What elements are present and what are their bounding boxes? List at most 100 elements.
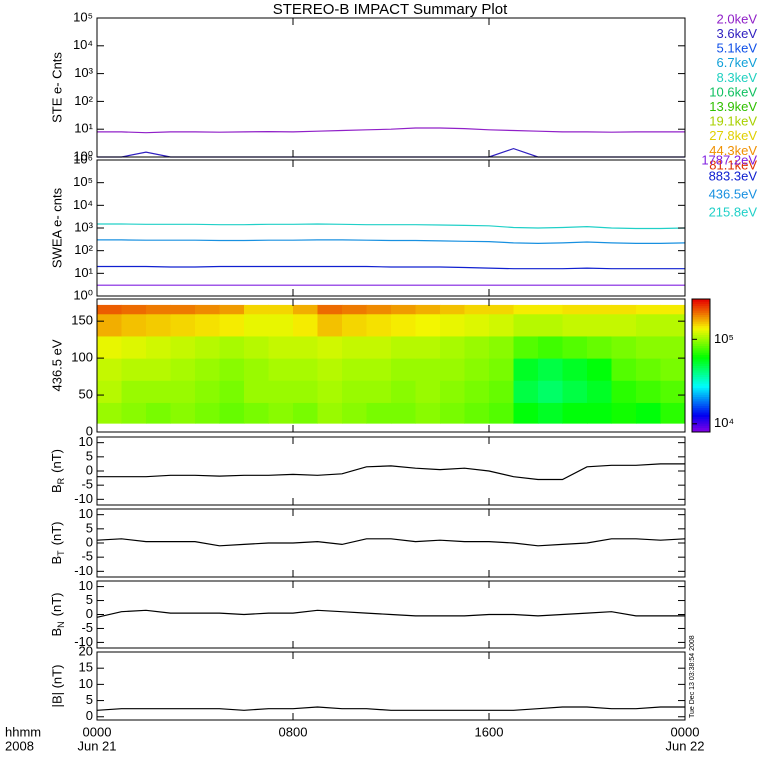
- heatmap-cell: [440, 402, 465, 424]
- heatmap-cell: [293, 335, 318, 359]
- colorbar-step: [692, 403, 710, 406]
- y-axis-label: 436.5 eV: [49, 339, 64, 391]
- colorbar-step: [692, 303, 710, 307]
- y-tick-label: 10: [79, 676, 93, 691]
- heatmap-cell: [317, 358, 343, 381]
- y-tick-label: 10¹: [74, 265, 93, 280]
- colorbar-step: [692, 358, 710, 362]
- data-line: [96, 706, 685, 711]
- heatmap-cell: [587, 402, 612, 424]
- heatmap-cell: [538, 335, 563, 359]
- heatmap-cell: [415, 380, 441, 403]
- colorbar-step: [692, 336, 710, 340]
- heatmap-cell: [268, 304, 294, 315]
- y-tick-label: 10⁵: [73, 174, 93, 189]
- legend-entry: 2.0keV: [717, 11, 758, 26]
- y-axis-label: STE e- Cnts: [49, 52, 64, 123]
- heatmap-cell: [440, 358, 465, 381]
- colorbar-step: [692, 367, 710, 371]
- heatmap-cell: [440, 335, 465, 359]
- heatmap-cell: [293, 380, 318, 403]
- y-tick-label: 100: [71, 350, 93, 365]
- heatmap-cell: [293, 358, 318, 381]
- heatmap-cell: [611, 313, 637, 337]
- legend-entry: 19.1keV: [709, 114, 757, 129]
- legend-entry: 27.8keV: [709, 128, 757, 143]
- heatmap-cell: [244, 304, 269, 315]
- legend-entry: 81.1keV: [709, 157, 757, 172]
- heatmap-cell: [538, 380, 563, 403]
- colorbar-step: [692, 307, 710, 311]
- heatmap-cell: [121, 358, 147, 381]
- y-tick-label: -5: [81, 620, 93, 635]
- data-line: [97, 223, 686, 230]
- y-tick-label: 10³: [74, 219, 93, 234]
- heatmap-cell: [244, 335, 269, 359]
- legend-entry: 6.7keV: [717, 55, 758, 70]
- y-tick-label: 10: [79, 506, 93, 521]
- colorbar-step: [692, 347, 710, 351]
- colorbar-step: [692, 343, 710, 347]
- colorbar-tick-label: 10⁵: [714, 331, 734, 346]
- y-tick-label: 10: [79, 578, 93, 593]
- y-axis-label-sub: R: [56, 477, 66, 484]
- heatmap-cell: [195, 380, 220, 403]
- heatmap-cell: [293, 402, 318, 424]
- colorbar-step: [692, 378, 710, 382]
- heatmap-cell: [464, 380, 490, 403]
- colorbar-step: [692, 299, 710, 302]
- y-tick-label: 5: [86, 692, 93, 707]
- y-tick-label: 0: [86, 423, 93, 438]
- heatmap-cell: [317, 402, 343, 424]
- legend-entry: 13.9keV: [709, 99, 757, 114]
- panel-frame: [96, 651, 686, 721]
- colorbar-step: [692, 338, 710, 342]
- heatmap-cell: [660, 335, 686, 359]
- heatmap-cell: [562, 313, 588, 337]
- colorbar-step: [692, 314, 710, 318]
- y-axis-label: BR (nT): [49, 449, 66, 493]
- heatmap-cell: [538, 313, 563, 337]
- colorbar-step: [692, 423, 710, 426]
- heatmap-cell: [513, 335, 539, 359]
- heatmap-cell: [611, 380, 637, 403]
- heatmap-cell: [170, 380, 196, 403]
- heatmap-cell: [562, 380, 588, 403]
- y-axis-label-part: (nT): [49, 449, 64, 473]
- colorbar-step: [692, 352, 710, 355]
- heatmap-cell: [195, 304, 220, 315]
- heatmap-cell: [317, 304, 343, 315]
- x-header: 2008: [5, 738, 34, 753]
- heatmap-cell: [170, 358, 196, 381]
- heatmap-cell: [636, 313, 661, 337]
- heatmap-cell: [97, 358, 122, 381]
- y-tick-label: 0: [86, 534, 93, 549]
- colorbar-step: [692, 407, 710, 411]
- y-tick-label: 10⁵: [73, 9, 93, 24]
- colorbar-step: [692, 429, 710, 433]
- y-tick-label: 15: [79, 660, 93, 675]
- y-tick-label: -10: [74, 563, 93, 578]
- heatmap-cell: [121, 402, 147, 424]
- heatmap-cell: [146, 358, 171, 381]
- colorbar-step: [692, 387, 710, 391]
- heatmap-cell: [317, 335, 343, 359]
- heatmap-cell: [611, 402, 637, 424]
- heatmap-cell: [415, 335, 441, 359]
- colorbar-step: [692, 316, 710, 320]
- x-header: hhmm: [5, 724, 41, 739]
- legend-entry: 3.6keV: [717, 26, 758, 41]
- heatmap-cell: [268, 380, 294, 403]
- colorbar-step: [692, 301, 710, 304]
- heatmap-cell: [121, 313, 147, 337]
- heatmap-cell: [587, 380, 612, 403]
- legend-entry: 44.3keV: [709, 143, 757, 158]
- heatmap-cell: [146, 313, 171, 337]
- y-tick-label: 5: [86, 592, 93, 607]
- heatmap-cell: [342, 313, 367, 337]
- heatmap-cell: [293, 304, 318, 315]
- heatmap-cell: [464, 402, 490, 424]
- timestamp: Tue Dec 13 03:38:54 2008: [689, 635, 696, 718]
- y-axis-label-part: B: [49, 556, 64, 565]
- heatmap-cell: [587, 304, 612, 315]
